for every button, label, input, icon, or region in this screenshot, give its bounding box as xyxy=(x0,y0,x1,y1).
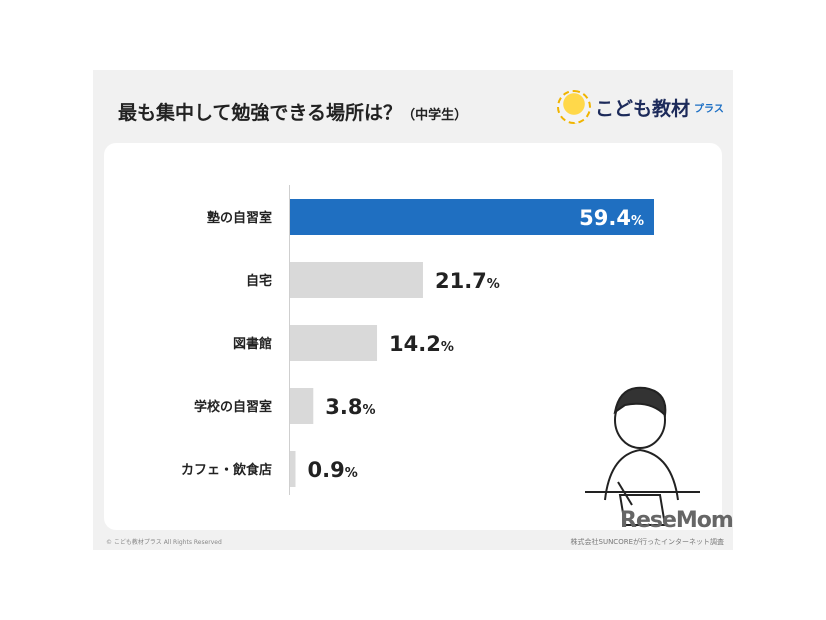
category-label: 図書館 xyxy=(233,336,272,352)
bar xyxy=(290,388,314,424)
student-illustration xyxy=(585,386,700,526)
value-label: 59.4% xyxy=(579,206,644,230)
source-note: 株式会社SUNCOREが行ったインターネット調査 xyxy=(570,538,725,546)
category-label: 学校の自習室 xyxy=(194,399,272,415)
category-label: 自宅 xyxy=(246,273,272,289)
watermark-logo: ReseMom xyxy=(620,508,734,533)
value-label: 14.2% xyxy=(389,332,454,356)
lightbulb-icon xyxy=(557,90,591,124)
value-label: 3.8% xyxy=(325,395,375,419)
bar xyxy=(290,325,378,361)
logo-text: こども教材 xyxy=(595,97,691,120)
bar xyxy=(290,199,654,235)
logo: こども教材 プラス xyxy=(557,90,724,124)
chart-title: 最も集中して勉強できる場所は？（中学生） xyxy=(118,98,467,125)
copyright: © こども教材プラス All Rights Reserved xyxy=(106,539,222,546)
value-label: 0.9% xyxy=(308,458,358,482)
subtitle-text: （中学生） xyxy=(402,108,468,123)
bar xyxy=(290,262,423,298)
bar xyxy=(290,451,296,487)
category-label: カフェ・飲食店 xyxy=(181,462,272,478)
title-text: 最も集中して勉強できる場所は？ xyxy=(118,102,403,124)
logo-suffix: プラス xyxy=(694,103,724,115)
value-label: 21.7% xyxy=(435,269,500,293)
category-label: 塾の自習室 xyxy=(207,210,272,226)
